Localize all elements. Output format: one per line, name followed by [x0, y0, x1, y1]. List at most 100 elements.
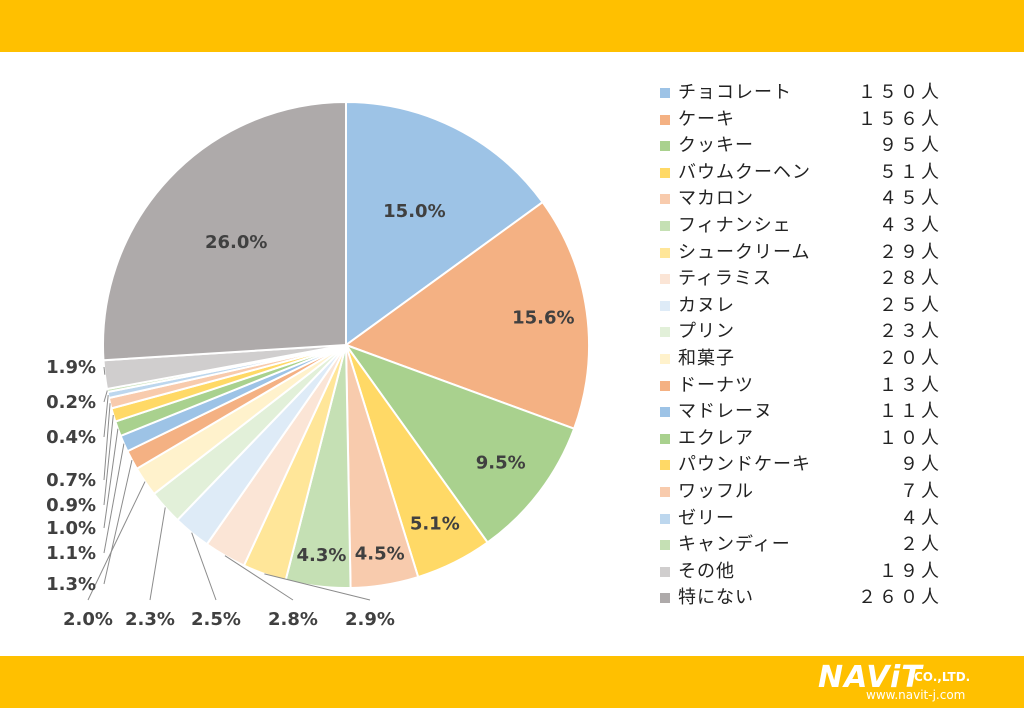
leader-line	[224, 555, 294, 601]
legend-item: エクレア １０人	[660, 426, 960, 453]
legend-count: ７人	[900, 480, 942, 502]
navit-logo: NAViT CO.,LTD. www.navit-j.com	[818, 660, 1008, 704]
legend-count: ２人	[900, 534, 942, 556]
legend-count: １５０人	[858, 82, 942, 103]
legend-item: パウンドケーキ ９人	[660, 452, 960, 479]
legend-item: ワッフル ７人	[660, 479, 960, 506]
leader-line	[264, 573, 371, 601]
legend-item: ドーナツ １３人	[660, 373, 960, 400]
legend-label: 特にない	[678, 587, 754, 609]
legend-label: クッキー	[678, 135, 754, 157]
header-band	[0, 0, 1024, 52]
legend-label: ゼリー	[678, 507, 735, 529]
leader-line	[103, 366, 106, 375]
data-label: 0.9%	[46, 495, 96, 516]
data-label: 15.0%	[383, 201, 445, 222]
data-label: 1.0%	[46, 518, 96, 539]
data-label: 1.9%	[46, 357, 96, 378]
legend-label: ドーナツ	[678, 374, 754, 396]
legend-label: チョコレート	[678, 82, 792, 103]
legend-label: フィナンシェ	[678, 214, 792, 236]
data-label: 0.7%	[46, 470, 96, 491]
legend-swatch	[660, 247, 670, 258]
logo-suffix: CO.,LTD.	[914, 670, 971, 684]
legend-item: バウムクーヘン ５１人	[660, 160, 960, 187]
legend-count: １５６人	[858, 108, 942, 130]
legend-item: フィナンシェ ４３人	[660, 213, 960, 240]
legend-count: ５１人	[879, 161, 942, 183]
legend-label: プリン	[678, 321, 735, 343]
legend-item: カヌレ ２５人	[660, 293, 960, 320]
legend-label: 和菓子	[678, 347, 735, 369]
legend-swatch	[660, 114, 670, 125]
leader-line	[103, 403, 111, 481]
pie-chart: 15.0% 15.6% 9.5% 5.1%4.5% 4.3% 26.0% 2.9% 2.8% 2…	[46, 100, 590, 630]
legend-swatch	[660, 353, 670, 364]
legend-swatch	[660, 433, 670, 444]
legend-label: シュークリーム	[678, 241, 811, 263]
data-label: 5.1%	[410, 513, 460, 534]
legend-swatch	[660, 593, 670, 604]
pie-slice	[102, 100, 347, 362]
legend-swatch	[660, 194, 670, 205]
legend-label: キャンディー	[678, 534, 791, 556]
legend-item: キャンディー ２人	[660, 532, 960, 559]
legend-count: １３人	[879, 374, 942, 396]
leader-line	[103, 394, 109, 438]
legend-label: パウンドケーキ	[678, 454, 811, 476]
legend-label: ワッフル	[678, 480, 754, 502]
pie-slice	[345, 100, 544, 347]
legend-count: ９人	[900, 454, 942, 476]
leader-line	[87, 481, 146, 601]
leader-line	[149, 507, 166, 601]
legend-swatch	[660, 220, 670, 231]
legend-label: カヌレ	[678, 294, 735, 316]
data-label: 4.3%	[297, 545, 347, 566]
data-label: 9.5%	[476, 453, 526, 474]
legend-count: ２３人	[879, 321, 942, 343]
legend-count: ４３人	[879, 214, 942, 236]
legend-swatch	[660, 407, 670, 418]
legend-item: 和菓子 ２０人	[660, 346, 960, 373]
legend-count: １１人	[879, 401, 942, 423]
legend-count: ２０人	[879, 347, 942, 369]
legend-label: ケーキ	[678, 108, 735, 130]
legend-swatch	[660, 327, 670, 338]
legend-label: バウムクーヘン	[678, 161, 811, 183]
legend-count: １９人	[879, 560, 942, 582]
leader-line	[103, 443, 125, 554]
data-label: 2.5%	[191, 609, 241, 630]
legend-swatch	[660, 167, 670, 178]
pie-slice	[343, 200, 590, 431]
data-label: 0.4%	[46, 427, 96, 448]
legend-swatch	[660, 274, 670, 285]
legend-count: １０人	[879, 427, 942, 449]
legend-item: クッキー ９５人	[660, 133, 960, 160]
chart-legend: チョコレート １５０人ケーキ １５６人クッキー ９５人バウムクーヘン ５１人マカロン ４５…	[660, 80, 960, 612]
data-label: 1.1%	[46, 543, 96, 564]
legend-label: エクレア	[678, 427, 754, 449]
legend-count: ９５人	[879, 135, 942, 157]
data-label: 2.3%	[125, 609, 175, 630]
legend-swatch	[660, 486, 670, 497]
legend-item: マカロン ４５人	[660, 186, 960, 213]
data-label: 2.0%	[63, 609, 113, 630]
legend-swatch	[660, 300, 670, 311]
legend-item: ティラミス ２８人	[660, 266, 960, 293]
legend-swatch	[660, 141, 670, 152]
leader-line	[103, 459, 133, 585]
data-label: 15.6%	[512, 308, 574, 329]
legend-count: ４人	[900, 507, 942, 529]
legend-count: ２５人	[879, 294, 942, 316]
footer-band	[0, 656, 1024, 708]
legend-label: マカロン	[678, 188, 754, 210]
legend-item: マドレーヌ １１人	[660, 399, 960, 426]
leader-line	[103, 428, 119, 529]
leader-line	[191, 532, 217, 601]
legend-item: プリン ２３人	[660, 319, 960, 346]
leader-line	[103, 414, 114, 506]
leader-line	[103, 390, 108, 403]
legend-swatch	[660, 460, 670, 471]
legend-swatch	[660, 540, 670, 551]
legend-item: チョコレート １５０人	[660, 80, 960, 107]
